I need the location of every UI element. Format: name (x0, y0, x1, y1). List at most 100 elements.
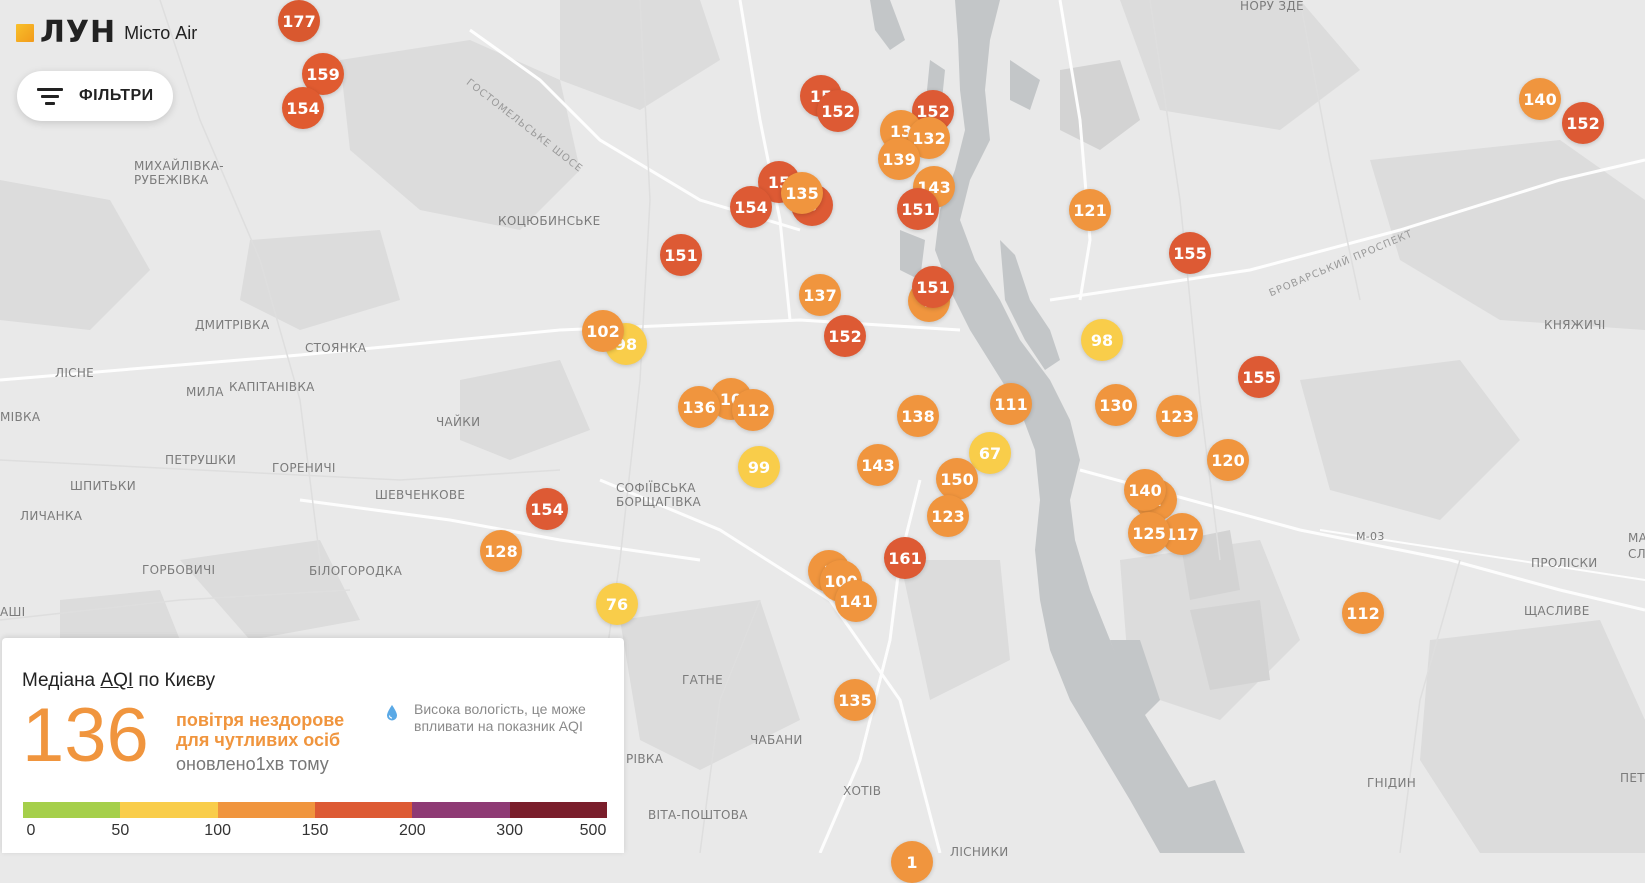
place-label: ЧАЙКИ (436, 415, 481, 429)
aqi-marker[interactable]: 125 (1128, 512, 1170, 554)
aqi-marker[interactable]: 67 (969, 432, 1011, 474)
app-logo[interactable]: ЛУН Місто Air (16, 18, 197, 48)
aqi-marker[interactable]: 152 (1562, 102, 1604, 144)
place-label: ЩАСЛИВЕ (1524, 604, 1590, 618)
aqi-marker[interactable]: 152 (817, 90, 859, 132)
place-label: ПЕТРУШКИ (165, 453, 237, 467)
place-label: ДМИТРІВКА (195, 318, 270, 332)
aqi-marker[interactable]: 154 (526, 488, 568, 530)
scale-tick-label: 50 (111, 822, 130, 839)
scale-tick-label: 150 (301, 822, 329, 839)
scale-tick-label: 0 (26, 822, 36, 839)
panel-title: Медіана AQI по Києву (22, 670, 215, 692)
scale-segment (23, 802, 121, 818)
aqi-marker[interactable]: 99 (738, 446, 780, 488)
aqi-marker[interactable]: 117 (1161, 513, 1203, 555)
place-label: МИХАЙЛІВКА- (134, 159, 224, 173)
aqi-marker[interactable]: 98 (1081, 319, 1123, 361)
aqi-marker[interactable]: 128 (480, 530, 522, 572)
aqi-marker[interactable]: 123 (1156, 395, 1198, 437)
humidity-line-2: впливати на показник AQI (414, 718, 583, 734)
aqi-marker[interactable]: 151 (912, 266, 954, 308)
map-base (0, 0, 1645, 853)
place-label: ВІТА-ПОШТОВА (648, 808, 748, 822)
water-drop-icon (387, 705, 397, 721)
aqi-marker[interactable]: 112 (1342, 592, 1384, 634)
aqi-marker[interactable]: 154 (730, 186, 772, 228)
place-label: БОРЩАГІВКА (616, 495, 702, 509)
aqi-marker[interactable]: 102 (582, 310, 624, 352)
scale-tick-label: 100 (204, 822, 232, 839)
scale-tick-label: 200 (398, 822, 426, 839)
aqi-marker[interactable]: 151 (660, 234, 702, 276)
logo-brand: ЛУН (40, 15, 117, 50)
scale-segment (509, 802, 607, 818)
title-prefix: Медіана (22, 670, 101, 691)
aqi-marker[interactable]: 161 (884, 537, 926, 579)
place-label: СОФІЇВСЬКА (616, 481, 696, 495)
aqi-marker[interactable]: 155 (1169, 232, 1211, 274)
place-label: РІВКА (626, 752, 664, 766)
status-line-2: для чутливих осіб (176, 730, 341, 750)
aqi-marker[interactable]: 177 (278, 0, 320, 42)
aqi-marker[interactable]: 136 (678, 386, 720, 428)
title-suffix: по Києву (133, 670, 216, 691)
place-label: ХОТІВ (843, 784, 882, 798)
aqi-marker[interactable]: 150 (936, 458, 978, 500)
aqi-marker[interactable]: 140 (1124, 469, 1166, 511)
aqi-marker[interactable]: 135 (834, 679, 876, 721)
aqi-color-scale (23, 802, 607, 818)
scale-segment (217, 802, 315, 818)
place-label: СЛ (1628, 547, 1645, 561)
aqi-marker[interactable]: 135 (781, 172, 823, 214)
aqi-marker[interactable]: 138 (897, 395, 939, 437)
place-label: МИЛА (186, 385, 224, 399)
place-label: ЛИЧАНКА (20, 509, 83, 523)
aqi-marker[interactable]: 143 (857, 444, 899, 486)
aqi-marker[interactable]: 137 (799, 274, 841, 316)
aqi-marker[interactable]: 1 (891, 841, 933, 883)
humidity-warning: Висока вологість, це може впливати на по… (414, 701, 614, 735)
aqi-summary-panel: Медіана AQI по Києву 136 повітря нездоро… (2, 638, 624, 853)
aqi-marker[interactable]: 111 (990, 383, 1032, 425)
place-label: ПЕТ (1620, 771, 1645, 785)
place-label: МА (1628, 531, 1645, 545)
aqi-marker[interactable]: 120 (1207, 439, 1249, 481)
place-label: КАПІТАНІВКА (229, 380, 315, 394)
aqi-marker[interactable]: 152 (824, 315, 866, 357)
place-label: ГАТНЕ (682, 673, 723, 687)
aqi-marker[interactable]: 159 (302, 53, 344, 95)
place-label: ЛІСНЕ (55, 366, 95, 380)
aqi-marker[interactable]: 155 (1238, 356, 1280, 398)
filters-button[interactable]: ФІЛЬТРИ (17, 71, 173, 121)
aqi-marker[interactable]: 140 (1519, 78, 1561, 120)
logo-product: Місто Air (124, 23, 198, 43)
place-label: МІВКА (0, 410, 41, 424)
place-label: ШПИТЬКИ (70, 479, 136, 493)
place-label: БІЛОГОРОДКА (309, 564, 403, 578)
humidity-line-1: Висока вологість, це може (414, 701, 586, 717)
aqi-marker[interactable]: 123 (927, 495, 969, 537)
logo-mark-icon (16, 24, 34, 42)
place-label: ПРОЛІСКИ (1531, 556, 1598, 570)
filters-label: ФІЛЬТРИ (79, 87, 154, 104)
aqi-marker[interactable]: 76 (596, 583, 638, 625)
aqi-marker[interactable]: 112 (732, 389, 774, 431)
aqi-marker[interactable]: 151 (897, 188, 939, 230)
aqi-marker[interactable]: 121 (1069, 189, 1111, 231)
scale-segment (314, 802, 413, 818)
aqi-marker[interactable]: 130 (1095, 384, 1137, 426)
aqi-marker[interactable]: 154 (282, 87, 324, 129)
place-label: НОРУ ЗДЕ (1240, 0, 1304, 13)
place-label: ЧАБАНИ (750, 733, 803, 747)
place-label: М-03 (1356, 530, 1385, 543)
scale-segment (120, 802, 218, 818)
place-label: АШІ (0, 605, 26, 619)
place-label: КНЯЖИЧІ (1544, 318, 1606, 332)
aqi-marker[interactable]: 141 (835, 580, 877, 622)
filter-icon (37, 87, 63, 105)
aqi-marker[interactable]: 139 (878, 138, 920, 180)
updated-time: оновлено1хв тому (176, 754, 329, 774)
aqi-info-link[interactable]: AQI (100, 670, 134, 691)
